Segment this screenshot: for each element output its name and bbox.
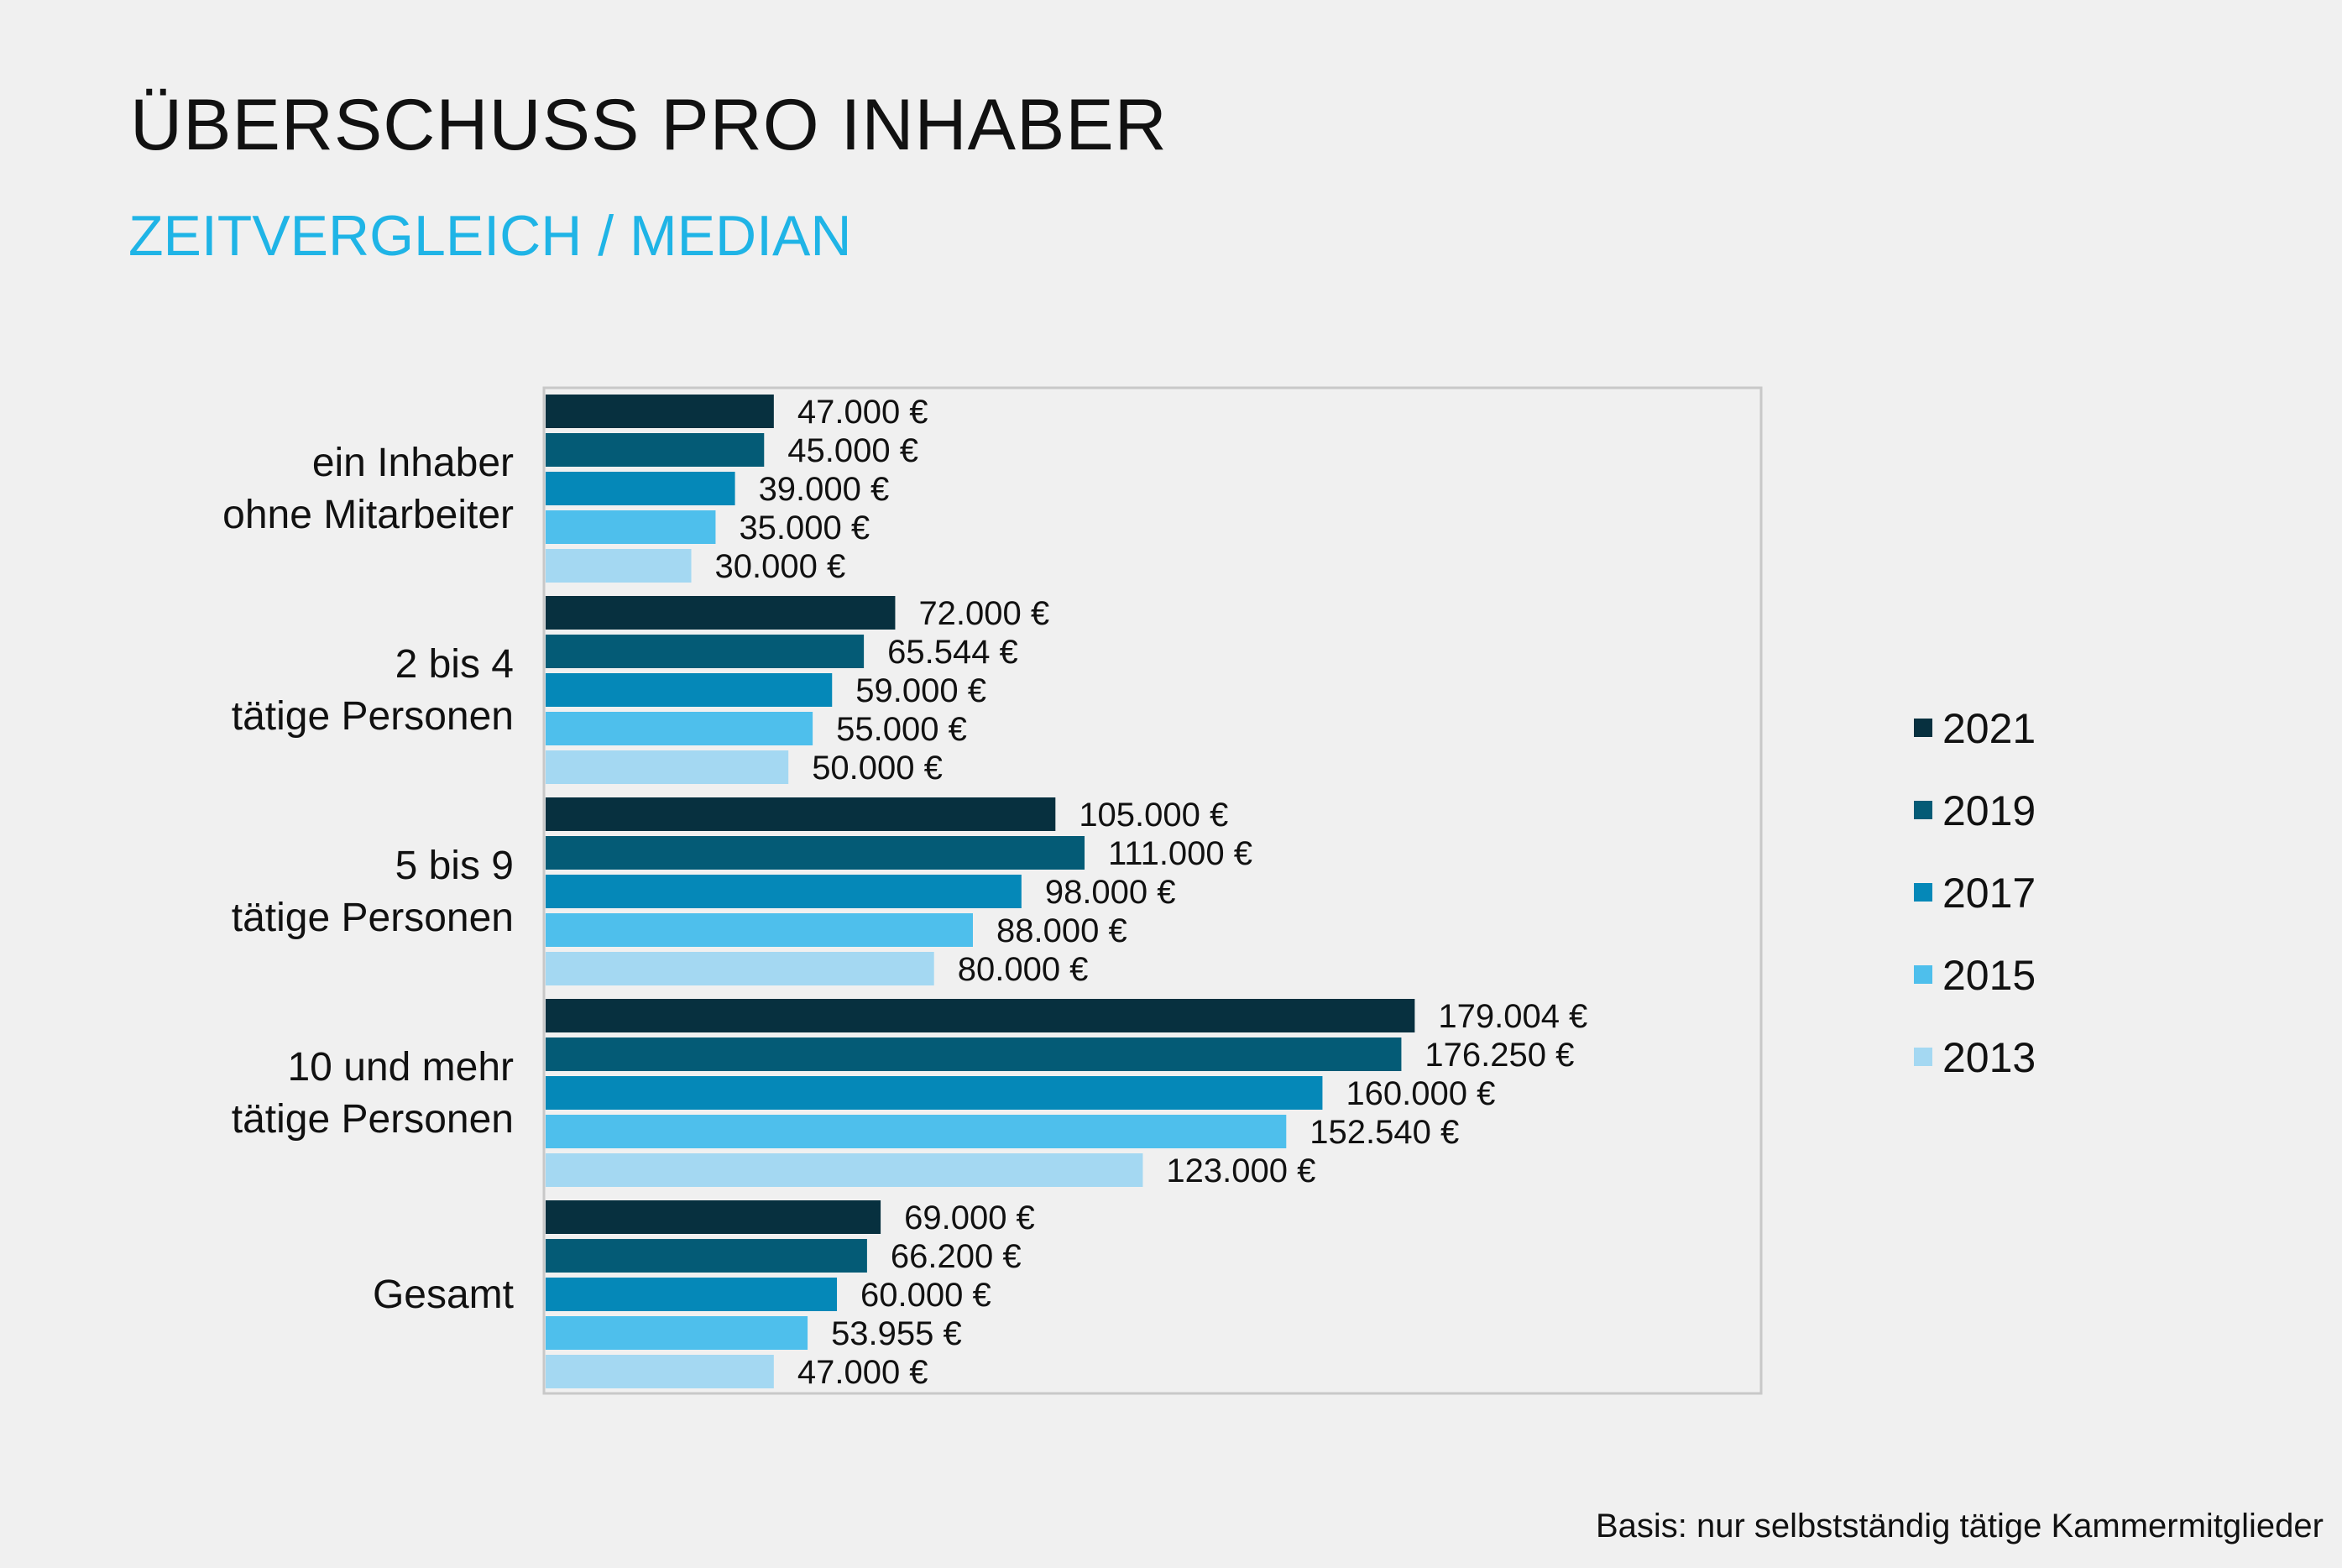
value-label: 111.000 € (1108, 835, 1252, 872)
bar-2021-cat-3 (546, 999, 1415, 1032)
bar-2013-cat-2 (546, 952, 934, 985)
bar-2013-cat-0 (546, 549, 692, 583)
value-label: 65.544 € (887, 634, 1018, 671)
value-label: 39.000 € (759, 471, 890, 508)
value-label: 105.000 € (1079, 797, 1228, 834)
bar-2013-cat-4 (546, 1355, 774, 1388)
bar-2015-cat-1 (546, 712, 813, 745)
category-label: Gesamt (373, 1273, 514, 1317)
category-label: ohne Mitarbeiter (222, 493, 514, 537)
value-label: 179.004 € (1438, 998, 1587, 1035)
legend-label-2019: 2019 (1942, 787, 2036, 834)
bar-2021-cat-2 (546, 797, 1056, 831)
bar-2019-cat-3 (546, 1037, 1402, 1071)
bar-2017-cat-3 (546, 1076, 1323, 1110)
legend-swatch-2021 (1914, 719, 1932, 737)
value-label: 50.000 € (812, 750, 943, 787)
category-labels: ein Inhaber ohne Mitarbeiter 2 bis 4 tätige… (222, 441, 514, 1317)
bar-2019-cat-2 (546, 836, 1085, 870)
bar-2015-cat-3 (546, 1115, 1287, 1148)
category-label: 10 und mehr (287, 1045, 514, 1090)
value-label: 30.000 € (715, 548, 846, 585)
category-label: tätige Personen (232, 694, 514, 739)
bar-2015-cat-4 (546, 1316, 808, 1350)
bar-2021-cat-1 (546, 596, 896, 630)
value-label: 80.000 € (958, 951, 1089, 988)
value-label: 55.000 € (836, 711, 967, 748)
value-label: 53.955 € (831, 1315, 962, 1352)
legend-label-2021: 2021 (1942, 705, 2036, 752)
legend-label-2013: 2013 (1942, 1034, 2036, 1081)
value-label: 35.000 € (739, 510, 870, 546)
value-label: 47.000 € (797, 1354, 928, 1391)
legend-swatch-2019 (1914, 801, 1932, 819)
bar-2013-cat-3 (546, 1153, 1143, 1187)
value-label: 72.000 € (918, 595, 1049, 632)
bar-2017-cat-1 (546, 673, 833, 707)
legend-swatch-2015 (1914, 965, 1932, 984)
bar-2017-cat-2 (546, 875, 1022, 908)
bars-group: 47.000 €45.000 €39.000 €35.000 €30.000 €… (546, 394, 1587, 1391)
category-label: ein Inhaber (312, 441, 514, 485)
legend-label-2017: 2017 (1942, 870, 2036, 917)
category-label: 5 bis 9 (395, 844, 514, 888)
category-label: tätige Personen (232, 1097, 514, 1142)
value-label: 69.000 € (904, 1200, 1035, 1236)
plot-frame (542, 386, 1763, 1395)
value-label: 160.000 € (1346, 1075, 1495, 1112)
legend-swatch-2017 (1914, 883, 1932, 902)
value-label: 176.250 € (1425, 1037, 1574, 1074)
value-label: 59.000 € (855, 672, 986, 709)
value-label: 123.000 € (1166, 1152, 1315, 1189)
bar-2019-cat-1 (546, 635, 865, 668)
value-label: 152.540 € (1310, 1114, 1459, 1151)
value-label: 60.000 € (860, 1277, 991, 1314)
bar-2013-cat-1 (546, 750, 789, 784)
bar-2021-cat-4 (546, 1200, 881, 1234)
value-label: 98.000 € (1045, 874, 1176, 911)
category-label: tätige Personen (232, 896, 514, 940)
legend: 2021 2019 2017 2015 2013 (1914, 705, 2036, 1081)
bar-2017-cat-4 (546, 1278, 838, 1311)
category-label: 2 bis 4 (395, 642, 514, 687)
chart-subtitle: ZEITVERGLEICH / MEDIAN (128, 204, 852, 268)
bar-2017-cat-0 (546, 472, 735, 505)
bar-2015-cat-0 (546, 510, 716, 544)
value-label: 66.200 € (891, 1238, 1022, 1275)
value-label: 45.000 € (787, 432, 918, 469)
bar-2019-cat-4 (546, 1239, 867, 1273)
legend-swatch-2013 (1914, 1048, 1932, 1066)
bar-2021-cat-0 (546, 395, 774, 428)
bar-2019-cat-0 (546, 433, 765, 467)
footnote: Basis: nur selbstständig tätige Kammermi… (1595, 1508, 2324, 1544)
chart-title: ÜBERSCHUSS PRO INHABER (130, 85, 1168, 165)
bar-2015-cat-2 (546, 913, 973, 947)
legend-label-2015: 2015 (1942, 952, 2036, 999)
value-label: 88.000 € (996, 912, 1127, 949)
value-label: 47.000 € (797, 394, 928, 431)
